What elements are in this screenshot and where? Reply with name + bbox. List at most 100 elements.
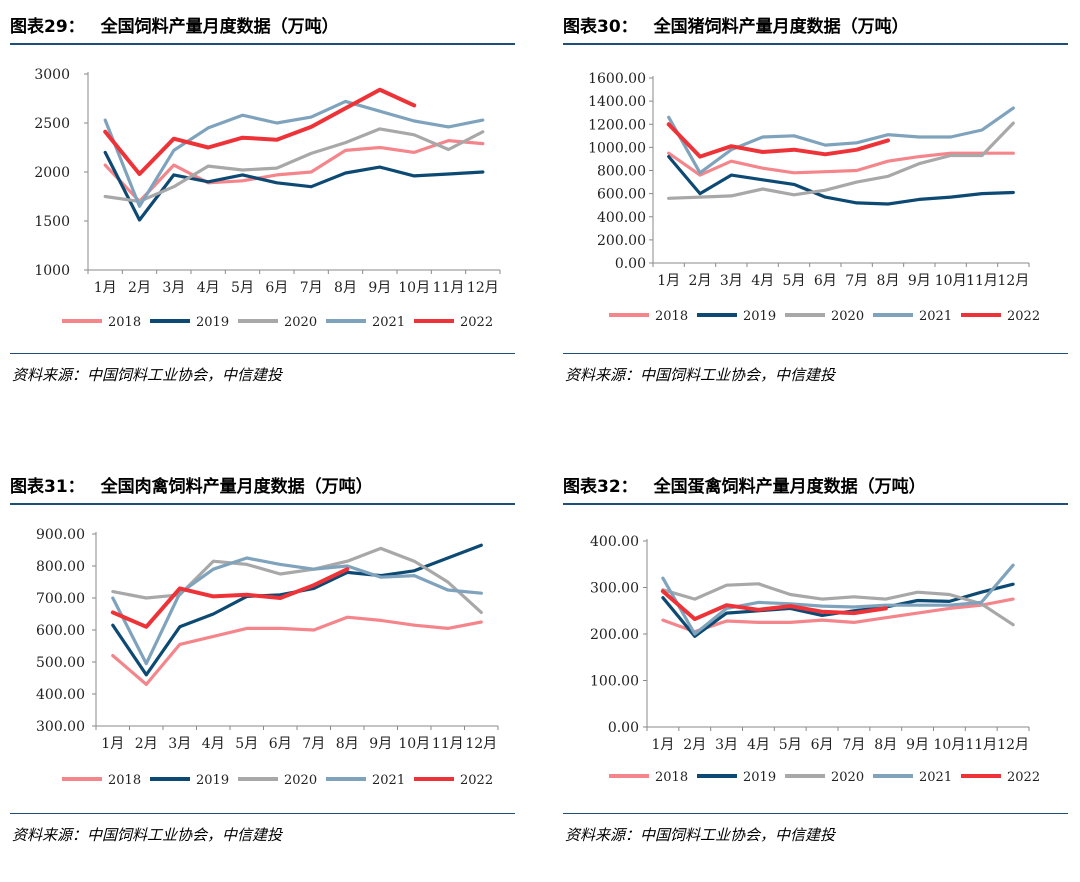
x-tick-label: 7月 [845,273,868,289]
x-tick-label: 12月 [465,736,497,752]
x-tick-label: 4月 [751,273,774,289]
line-chart-layer-feed: 0.00 100.00 200.00 300.00 400.00 1月 2月 3月 4月 5月 6月… [590,534,1040,785]
chart-panel-31: 图表31： 全国肉禽饲料产量月度数据（万吨） 300.00 400.00 500.00… [10,472,515,882]
chart-panel-32: 图表32： 全国蛋禽饲料产量月度数据（万吨） 0.00 100.00 200.00 30… [563,472,1068,882]
x-tick-label: 10月 [934,737,966,753]
source-note: 资料来源：中国饲料工业协会，中信建投 [565,826,836,844]
legend-label-2020: 2020 [831,309,864,324]
x-tick-label: 3月 [715,737,738,753]
legend-label-2020: 2020 [284,773,317,788]
source-rule [563,813,1068,814]
x-tick-label: 10月 [398,280,430,296]
series-line-2021 [661,563,1015,636]
series-line-2022 [666,122,890,159]
x-tick-label: 12月 [997,737,1029,753]
x-tick-label: 1月 [651,737,674,753]
y-tick-label: 0.00 [608,720,639,736]
x-tick-label: 12月 [997,273,1029,289]
y-tick-label: 600.00 [597,187,646,203]
legend-label-2020: 2020 [284,315,317,330]
legend-label-2018: 2018 [108,315,141,330]
series-line-2019 [667,154,1015,206]
x-tick-label: 2月 [683,737,706,753]
legend-label-2022: 2022 [1007,309,1040,324]
x-tick-label: 3月 [162,280,185,296]
source-rule [563,353,1068,354]
x-tick-label: 11月 [433,280,465,296]
y-tick-label: 300.00 [590,581,639,597]
legend-label-2018: 2018 [655,309,688,324]
x-tick-label: 6月 [811,737,834,753]
y-tick-label: 200.00 [597,233,646,249]
series-line-2022 [103,87,417,176]
source-rule [10,813,515,814]
source-note: 资料来源：中国饲料工业协会，中信建投 [12,826,283,844]
source-note: 资料来源：中国饲料工业协会，中信建投 [12,366,283,384]
legend-label-2021: 2021 [919,770,952,785]
x-tick-label: 1月 [101,736,124,752]
chart-title: 图表30： 全国猪饲料产量月度数据（万吨） [563,14,909,40]
figure-title: 全国饲料产量月度数据（万吨） [100,17,339,37]
figure-title: 全国蛋禽饲料产量月度数据（万吨） [653,477,926,497]
x-tick-label: 4月 [747,737,770,753]
series-line-2019 [103,150,485,222]
x-tick-label: 11月 [966,273,998,289]
series-line-2020 [661,582,1015,627]
y-tick-label: 400.00 [597,210,646,226]
x-tick-label: 5月 [235,736,258,752]
legend-label-2019: 2019 [743,770,776,785]
x-tick-label: 1月 [94,280,117,296]
y-tick-label: 500.00 [36,655,85,671]
x-tick-label: 8月 [874,737,897,753]
series-line-2021 [667,106,1015,175]
x-tick-label: 9月 [906,737,929,753]
x-tick-label: 9月 [908,273,931,289]
legend-label-2018: 2018 [108,773,141,788]
y-tick-label: 800.00 [36,559,85,575]
title-rule [10,43,515,45]
y-tick-label: 1000 [34,263,70,279]
legend-label-2021: 2021 [919,309,952,324]
series-line-2018 [111,615,483,686]
legend-label-2021: 2021 [372,773,405,788]
x-tick-label: 3月 [168,736,191,752]
x-tick-label: 2月 [128,280,151,296]
y-tick-label: 400.00 [36,687,85,703]
chart-panel-30: 图表30： 全国猪饲料产量月度数据（万吨） 0.00 200.00 400.00 600… [563,12,1068,422]
x-tick-label: 9月 [368,280,391,296]
y-tick-label: 100.00 [590,674,639,690]
y-tick-label: 900.00 [36,527,85,543]
figure-label: 图表30： [563,17,638,37]
series-line-2021 [103,99,485,208]
series-line-2022 [110,567,350,629]
x-tick-label: 1月 [657,273,680,289]
x-tick-label: 7月 [300,280,323,296]
legend-label-2021: 2021 [372,315,405,330]
series-line-2021 [111,556,483,666]
x-tick-label: 5月 [779,737,802,753]
figure-label: 图表29： [10,17,85,37]
y-tick-label: 1000.00 [588,140,646,156]
x-tick-label: 10月 [935,273,967,289]
chart-title: 图表29： 全国饲料产量月度数据（万吨） [10,14,339,40]
y-tick-label: 200.00 [590,627,639,643]
x-tick-label: 10月 [398,736,430,752]
series-line-2020 [103,127,485,203]
source-rule [10,353,515,354]
y-tick-label: 3000 [34,67,70,83]
line-chart-pig-feed: 0.00 200.00 400.00 600.00 800.00 1000.00 1200.… [588,71,1040,324]
x-tick-label: 2月 [689,273,712,289]
line-chart-broiler-feed: 300.00 400.00 500.00 600.00 700.00 800.00 900.… [36,527,499,788]
figure-title: 全国肉禽饲料产量月度数据（万吨） [100,477,373,497]
y-tick-label: 1400.00 [588,94,646,110]
y-tick-label: 0.00 [615,256,646,272]
legend-label-2019: 2019 [743,309,776,324]
x-tick-label: 6月 [814,273,837,289]
chart-title: 图表31： 全国肉禽饲料产量月度数据（万吨） [10,474,373,500]
figure-label: 图表32： [563,477,638,497]
x-tick-label: 8月 [334,280,357,296]
legend-label-2019: 2019 [196,315,229,330]
line-chart-feed-total: 1000 1500 2000 2500 3000 1月 2月 3月 4月 5月 6月 7月 8月 9月 10… [34,67,501,330]
x-tick-label: 8月 [336,736,359,752]
series-line-2020 [667,121,1015,200]
